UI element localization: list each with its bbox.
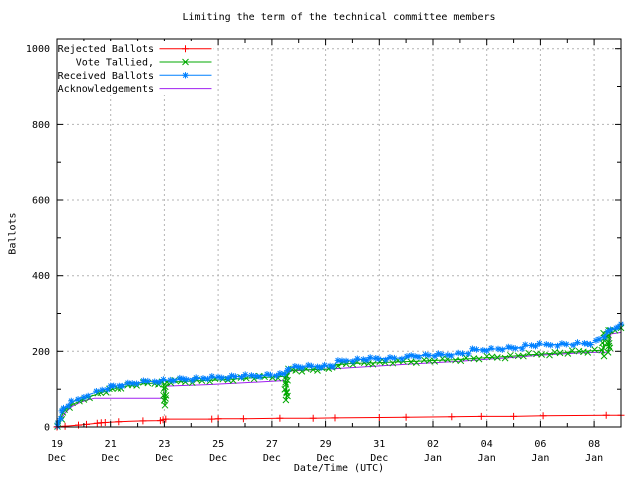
x-tick-month: Dec [370,453,388,464]
x-tick-month: Dec [48,453,66,464]
legend-background [57,41,214,95]
series-markers-received-ballots [54,320,625,430]
y-tick-label: 600 [32,196,50,207]
y-tick-label: 1000 [26,44,50,55]
x-tick-day: 06 [534,439,546,450]
x-tick-day: 19 [51,439,63,450]
x-tick-day: 23 [158,439,170,450]
x-tick-month: Jan [585,453,603,464]
legend-label: Received Ballots [58,71,154,82]
legend: Rejected Ballots Vote Tallied, Received Ba… [57,41,214,95]
legend-item-rejected-ballots: Rejected Ballots [58,44,212,55]
x-axis-title: Date/Time (UTC) [293,463,385,474]
x-tick-day: 27 [266,439,278,450]
x-tick-month: Dec [263,453,281,464]
legend-item-received-ballots: Received Ballots [58,71,212,82]
series-received-ballots [54,320,625,430]
x-tick-day: 29 [320,439,332,450]
x-tick-month: Dec [317,453,335,464]
x-tick-month: Dec [209,453,227,464]
y-tick-label: 200 [32,347,50,358]
x-tick-day: 04 [481,439,493,450]
axis-tick-labels: 0 200 400 600 800 1000 19 Dec 21 Dec 23 Dec 25 Dec 27 D… [26,44,603,464]
legend-sample-marker [182,72,189,79]
x-tick-month: Jan [478,453,496,464]
chart-title: Limiting the term of the technical commi… [182,12,496,23]
legend-label: Rejected Ballots [58,44,154,55]
x-tick-day: 21 [105,439,117,450]
y-axis-title: Ballots [7,212,19,255]
series-markers-vote-tallied [54,324,625,430]
legend-sample-marker [182,58,189,66]
x-tick-month: Dec [102,453,120,464]
series-rejected-ballots [53,411,625,431]
x-tick-day: 08 [588,439,600,450]
x-tick-day: 25 [212,439,224,450]
legend-item-vote-tallied: Vote Tallied, [76,58,212,69]
series-vote-tallied [54,324,625,430]
y-tick-label: 0 [44,423,50,434]
legend-label: Vote Tallied, [76,58,154,69]
x-tick-day: 31 [373,439,385,450]
legend-item-acknowledgements: Acknowledgements [58,84,212,95]
x-tick-month: Jan [424,453,442,464]
legend-label: Acknowledgements [58,84,154,95]
x-tick-month: Dec [155,453,173,464]
plot-border [56,38,622,428]
x-tick-day: 02 [427,439,439,450]
legend-sample-marker [182,45,189,53]
y-tick-label: 400 [32,271,50,282]
x-tick-month: Jan [531,453,549,464]
y-tick-label: 800 [32,120,50,131]
